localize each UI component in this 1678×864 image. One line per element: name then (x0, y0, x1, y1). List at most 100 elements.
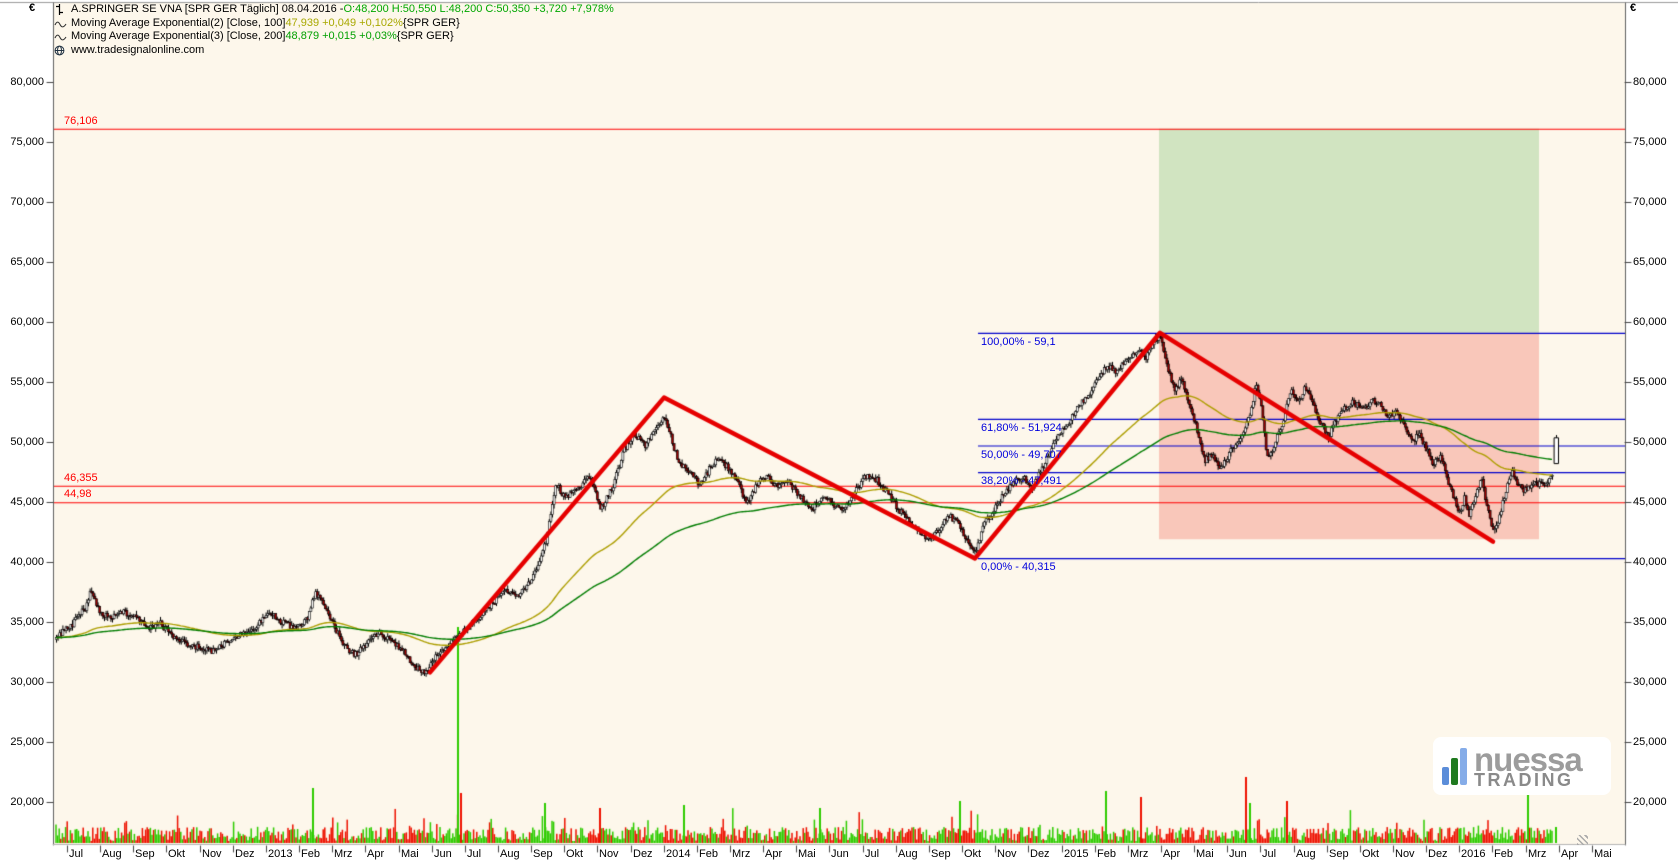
price-level-label: 44,98 (64, 488, 92, 501)
legend-instrument-row[interactable]: A.SPRINGER SE VNA [SPR GER Täglich] 08.0… (54, 3, 614, 17)
x-axis-label: Aug (102, 848, 122, 860)
fibonacci-level-label: 38,20% - 47,491 (981, 475, 1062, 488)
y-axis-label-right: 40,000 (1633, 556, 1667, 568)
price-level-label: 46,355 (64, 471, 98, 484)
x-axis-label: Mai (1196, 848, 1214, 860)
x-axis-label: Mrz (1130, 848, 1149, 860)
y-axis-label-left: 35,000 (10, 616, 44, 628)
ma100-label: Moving Average Exponential(2) [Close, 10… (71, 16, 286, 29)
y-axis-label-right: 65,000 (1633, 256, 1667, 268)
instrument-icon (54, 3, 68, 16)
y-axis-label-left: 45,000 (10, 496, 44, 508)
currency-symbol-left: € (29, 2, 36, 14)
x-axis-label: Aug (1296, 848, 1316, 860)
x-axis-label: Apr (1163, 848, 1181, 860)
x-axis-label: Nov (997, 848, 1017, 860)
y-axis-label-left: 80,000 (10, 76, 44, 88)
x-axis-label: Feb (1097, 848, 1116, 860)
logo-text-nuessa: nuessa (1474, 741, 1583, 778)
y-axis-label-right: 35,000 (1633, 616, 1667, 628)
x-axis-label: Jun (434, 848, 452, 860)
globe-icon (54, 45, 68, 56)
x-axis-label: Okt (168, 848, 186, 860)
x-axis-label: 2016 (1461, 848, 1486, 860)
x-axis-label: Okt (566, 848, 584, 860)
x-axis-label: Jul (1262, 848, 1277, 860)
wave-icon (54, 18, 68, 29)
nuessa-trading-logo: nuessa TRADING (1433, 737, 1611, 795)
y-axis-label-right: 70,000 (1633, 196, 1667, 208)
resize-grip-icon[interactable] (1577, 835, 1588, 845)
x-axis-label: Sep (135, 848, 155, 860)
y-axis-label-left: 65,000 (10, 256, 44, 268)
x-axis-label: Okt (964, 848, 982, 860)
y-axis-label-right: 80,000 (1633, 76, 1667, 88)
x-axis-label: Mai (1594, 848, 1612, 860)
x-axis-label: Nov (202, 848, 222, 860)
y-axis-label-left: 50,000 (10, 436, 44, 448)
x-axis-label: 2015 (1064, 848, 1089, 860)
logo-text-trading: TRADING (1474, 770, 1574, 790)
x-axis-label: Jun (1229, 848, 1247, 860)
fibonacci-level-label: 50,00% - 49,707 (981, 448, 1062, 461)
ma200-suffix: {SPR GER} (396, 30, 454, 42)
x-axis-label: Jul (865, 848, 880, 860)
x-axis-label: Aug (898, 848, 918, 860)
currency-symbol-right: € (1630, 2, 1637, 14)
x-axis-label: Mai (798, 848, 816, 860)
x-axis-label: Dez (235, 848, 255, 860)
ma100-suffix: {SPR GER} (402, 16, 460, 29)
x-axis-label: Apr (765, 848, 783, 860)
fibonacci-level-label: 0,00% - 40,315 (981, 561, 1056, 574)
x-axis-label: Dez (1428, 848, 1448, 860)
x-axis-label: Aug (500, 848, 520, 860)
x-axis-label: 2013 (268, 848, 293, 860)
instrument-title: A.SPRINGER SE VNA [SPR GER Täglich] 08.0… (71, 3, 344, 15)
x-axis-label: Nov (1395, 848, 1415, 860)
y-axis-label-right: 50,000 (1633, 436, 1667, 448)
wave-icon (54, 31, 68, 42)
ma100-value: 47,939 +0,049 +0,102% (285, 16, 403, 29)
y-axis-label-left: 40,000 (10, 556, 44, 568)
y-axis-label-left: 60,000 (10, 316, 44, 328)
x-axis-label: Feb (699, 848, 718, 860)
y-axis-label-right: 20,000 (1633, 796, 1667, 808)
x-axis-label: Feb (301, 848, 320, 860)
x-axis-label: Jun (831, 848, 849, 860)
x-axis-label: 2014 (666, 848, 691, 860)
ma200-value: 48,879 +0,015 +0,03% (285, 30, 397, 42)
legend-ma200-row[interactable]: Moving Average Exponential(3) [Close, 20… (54, 30, 614, 44)
ma200-label: Moving Average Exponential(3) [Close, 20… (71, 30, 286, 42)
y-axis-label-left: 25,000 (10, 736, 44, 748)
x-axis-label: Apr (367, 848, 385, 860)
x-axis-label: Mrz (334, 848, 353, 860)
x-axis-label: Okt (1362, 848, 1380, 860)
source-link: www.tradesignalonline.com (71, 43, 205, 56)
x-axis-label: Dez (1030, 848, 1050, 860)
y-axis-label-right: 25,000 (1633, 736, 1667, 748)
legend-source-row[interactable]: www.tradesignalonline.com (54, 44, 614, 58)
logo-bars-icon (1442, 748, 1467, 785)
fibonacci-level-label: 100,00% - 59,1 (981, 335, 1056, 348)
x-axis-label: Apr (1561, 848, 1579, 860)
x-axis-label: Feb (1494, 848, 1513, 860)
y-axis-label-left: 70,000 (10, 196, 44, 208)
x-axis-label: Jul (467, 848, 482, 860)
x-axis-label: Dez (633, 848, 653, 860)
x-axis-label: Mai (401, 848, 419, 860)
fibonacci-level-label: 61,80% - 51,924 (981, 421, 1062, 434)
x-axis-label: Nov (599, 848, 619, 860)
price-level-label: 76,106 (64, 114, 98, 127)
x-axis-label: Sep (931, 848, 951, 860)
legend-ma100-row[interactable]: Moving Average Exponential(2) [Close, 10… (54, 17, 614, 31)
y-axis-label-right: 75,000 (1633, 136, 1667, 148)
y-axis-label-right: 30,000 (1633, 676, 1667, 688)
y-axis-label-left: 75,000 (10, 136, 44, 148)
x-axis-label: Mrz (732, 848, 751, 860)
chart-legend: A.SPRINGER SE VNA [SPR GER Täglich] 08.0… (54, 3, 614, 57)
y-axis-label-left: 55,000 (10, 376, 44, 388)
y-axis-label-left: 30,000 (10, 676, 44, 688)
x-axis-label: Sep (1329, 848, 1349, 860)
